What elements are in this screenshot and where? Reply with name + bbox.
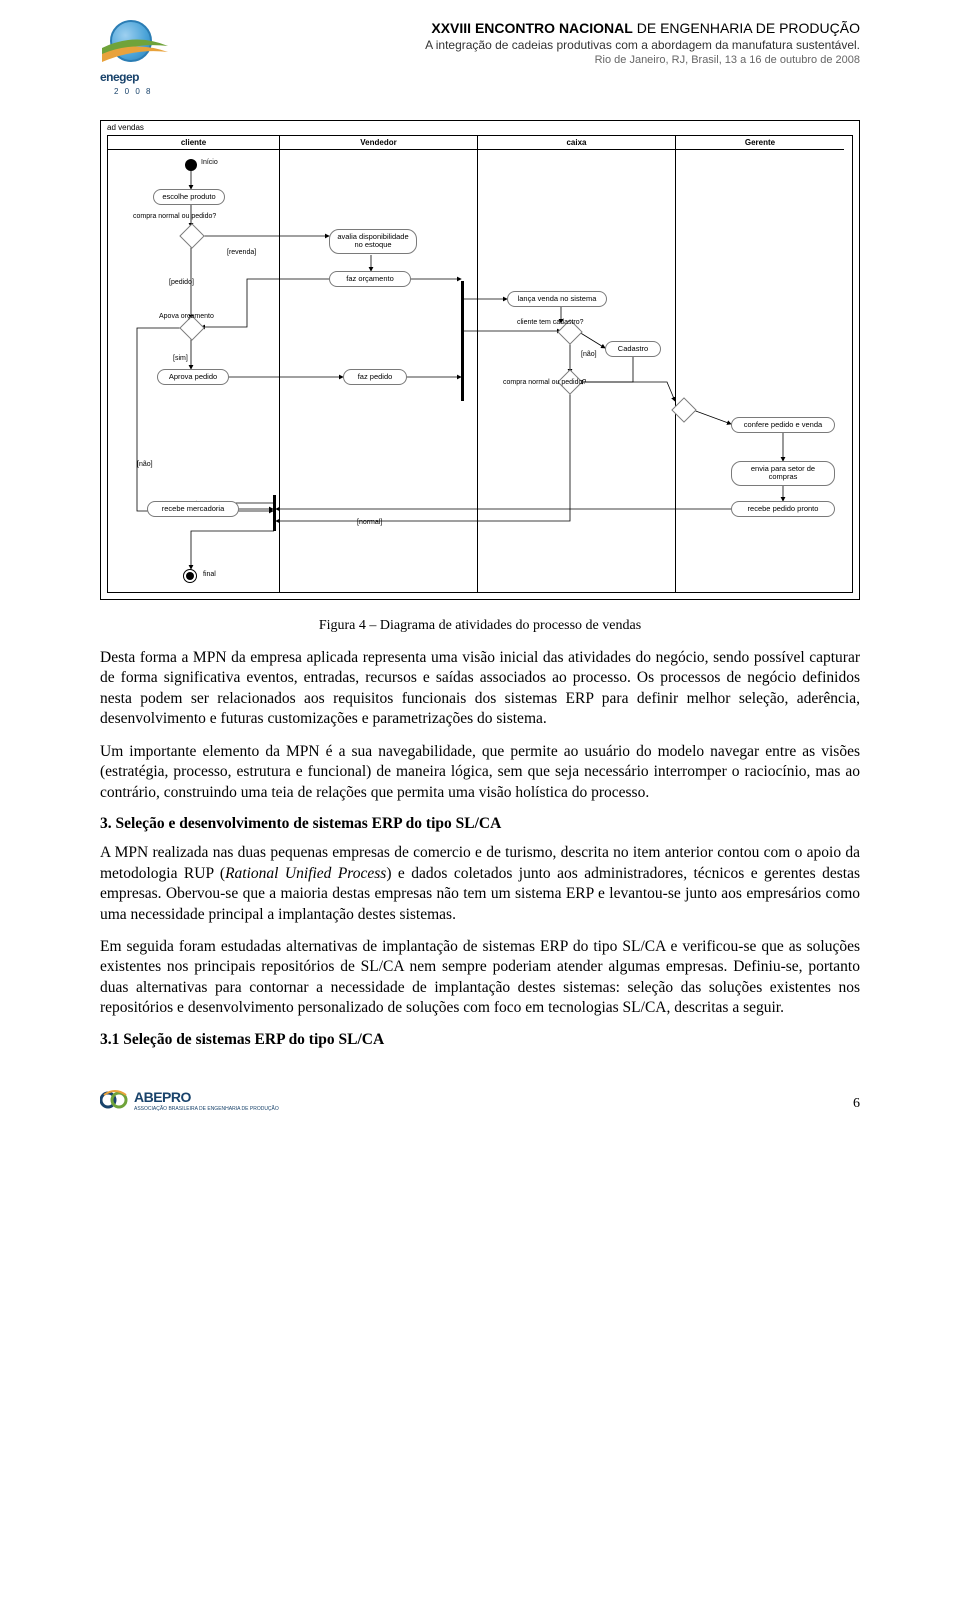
body-text: Desta forma a MPN da empresa aplicada re… — [100, 648, 860, 1049]
end-label: final — [203, 571, 216, 578]
guard-note: [normal] — [357, 519, 382, 526]
activity-recebep: recebe pedido pronto — [731, 501, 835, 517]
activity-recebem: recebe mercadoria — [147, 501, 239, 517]
fork-bar — [273, 495, 276, 531]
paragraph-3: A MPN realizada nas duas pequenas empres… — [100, 843, 860, 925]
lane-header: caixa — [478, 136, 675, 150]
activity-envia: envia para setor de compras — [731, 461, 835, 486]
activity-escolhe: escolhe produto — [153, 189, 225, 205]
header-location: Rio de Janeiro, RJ, Brasil, 13 a 16 de o… — [182, 54, 860, 66]
swoosh-icon — [100, 38, 170, 66]
logo-text: enegep — [100, 70, 139, 84]
figure-caption: Figura 4 – Diagrama de atividades do pro… — [100, 618, 860, 634]
page-footer: ABEPRO ASSOCIAÇÃO BRASILEIRA DE ENGENHAR… — [100, 1089, 860, 1112]
diagram-layer: Início final escolhe produto avalia disponi… — [107, 151, 853, 593]
fork-bar — [461, 281, 464, 401]
start-node — [185, 159, 197, 171]
header-subtitle: A integração de cadeias produtivas com a… — [182, 38, 860, 52]
activity-lanca: lança venda no sistema — [507, 291, 607, 307]
guard-note: compra normal ou pedido? — [133, 213, 216, 220]
heading-3: 3. Seleção e desenvolvimento de sistemas… — [100, 815, 860, 833]
guard-note: [não] — [581, 351, 597, 358]
activity-cadastro: Cadastro — [605, 341, 661, 357]
activity-diagram: ad vendas clienteVendedorcaixaGerente In… — [100, 120, 860, 600]
page-header: enegep 2 0 0 8 XXVIII ENCONTRO NACIONAL … — [100, 20, 860, 90]
logo-year: 2 0 0 8 — [114, 87, 152, 96]
paragraph-1: Desta forma a MPN da empresa aplicada re… — [100, 648, 860, 730]
enegep-logo: enegep 2 0 0 8 — [100, 20, 170, 90]
lane-header: Vendedor — [280, 136, 477, 150]
guard-note: Apova orçamento — [159, 313, 214, 320]
abepro-text-wrap: ABEPRO ASSOCIAÇÃO BRASILEIRA DE ENGENHAR… — [134, 1089, 279, 1112]
guard-note: [não] — [137, 461, 153, 468]
header-text: XXVIII ENCONTRO NACIONAL DE ENGENHARIA D… — [182, 20, 860, 66]
guard-note: [sim] — [173, 355, 188, 362]
p3-emphasis: Rational Unified Process — [225, 865, 386, 882]
abepro-mark-icon — [100, 1089, 130, 1111]
lane-header: cliente — [108, 136, 279, 150]
page-number: 6 — [853, 1096, 860, 1112]
activity-fazped: faz pedido — [343, 369, 407, 385]
guard-note: [revenda] — [227, 249, 256, 256]
page: enegep 2 0 0 8 XXVIII ENCONTRO NACIONAL … — [0, 0, 960, 1152]
header-title-bold: XXVIII ENCONTRO NACIONAL — [431, 20, 632, 36]
paragraph-2: Um importante elemento da MPN é a sua na… — [100, 742, 860, 803]
end-node — [183, 569, 197, 583]
activity-confere: confere pedido e venda — [731, 417, 835, 433]
abepro-subtext: ASSOCIAÇÃO BRASILEIRA DE ENGENHARIA DE P… — [134, 1107, 279, 1112]
decision-d5 — [671, 397, 696, 422]
lane-header: Gerente — [676, 136, 844, 150]
guard-note: [pedido] — [169, 279, 194, 286]
decision-d1 — [179, 223, 204, 248]
abepro-text: ABEPRO — [134, 1089, 191, 1105]
activity-aprova: Aprova pedido — [157, 369, 229, 385]
diagram-tab: ad vendas — [100, 120, 150, 134]
activity-fazorc: faz orçamento — [329, 271, 411, 287]
header-title-rest: DE ENGENHARIA DE PRODUÇÃO — [633, 20, 860, 36]
guard-note: compra normal ou pedido? — [503, 379, 586, 386]
paragraph-4: Em seguida foram estudadas alternativas … — [100, 937, 860, 1019]
header-title: XXVIII ENCONTRO NACIONAL DE ENGENHARIA D… — [182, 20, 860, 36]
guard-note: cliente tem cadastro? — [517, 319, 584, 326]
heading-3-1: 3.1 Seleção de sistemas ERP do tipo SL/C… — [100, 1031, 860, 1049]
start-label: Início — [201, 159, 218, 166]
abepro-logo: ABEPRO ASSOCIAÇÃO BRASILEIRA DE ENGENHAR… — [100, 1089, 279, 1112]
activity-avalia: avalia disponibilidade no estoque — [329, 229, 417, 254]
